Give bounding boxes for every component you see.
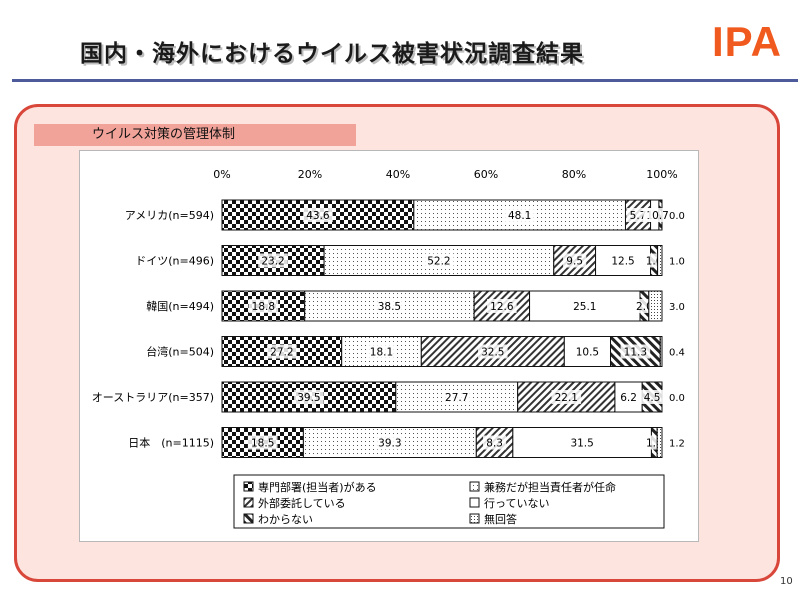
legend-label: 専門部署(担当者)がある [258,480,377,494]
data-label-bg [375,435,405,450]
data-label: 48.1 [508,210,531,222]
data-label: 32.5 [481,347,504,359]
data-label-bg [620,344,651,359]
data-label-bg [441,390,472,404]
data-label: 11.3 [624,347,647,359]
data-label: 0.7 [652,210,669,222]
data-label: 9.5 [566,256,583,268]
bar-segment [648,290,663,322]
slide-title: 国内・海外におけるウイルス被害状況調査結果 [80,41,584,67]
data-label-bg [294,390,324,404]
legend-label: わからない [258,513,313,526]
data-label: 22.1 [555,392,578,404]
data-label-bg [366,344,397,359]
data-label-bg [258,253,288,268]
ipa-logo: IPA [712,18,782,65]
x-tick-label: 20% [298,168,322,181]
data-label: 12.6 [490,301,514,313]
data-label: 4.5 [644,392,661,404]
bar-segment [657,245,663,276]
data-label: 27.2 [270,347,293,359]
data-label-bg [303,208,333,222]
no-answer-value-label: 0.4 [669,348,685,359]
legend-swatch [469,497,480,508]
data-label-bg [563,253,587,268]
data-label: 27.7 [445,392,468,404]
x-tick-label: 60% [474,168,498,181]
data-label: 5.7 [630,210,647,222]
data-label-bg [569,299,600,313]
data-label: 8.3 [486,438,503,450]
no-answer-value-label: 3.0 [669,302,685,313]
data-label: 18.1 [370,347,393,359]
data-label-bg [248,299,279,313]
no-answer-value-label: 0.0 [669,393,685,404]
legend-label: 兼務だが担当責任者が任命 [484,480,616,494]
data-label-bg [247,435,278,450]
data-label: 39.5 [297,392,320,404]
data-label-bg [608,253,638,268]
category-label: 日本 (n=1115) [128,436,214,450]
data-label-bg [267,344,297,359]
no-answer-value-label: 0.0 [669,211,685,222]
data-label-bg [616,390,641,404]
x-tick-label: 100% [646,168,677,181]
data-label: 31.5 [570,438,593,450]
data-label-bg [572,344,603,359]
no-answer-value-label: 1.2 [669,439,685,450]
legend-swatch [243,481,254,492]
data-label-bg [504,208,535,222]
data-label: 18.8 [252,301,275,313]
data-label-bg [551,390,582,404]
no-answer-value-label: 1.0 [669,257,685,268]
title-underline [12,79,798,82]
data-label-bg [478,344,508,359]
data-label: 6.2 [620,392,637,404]
bar-segment [420,336,565,367]
legend-label: 行っていない [484,497,549,510]
bar-segment [595,245,652,276]
data-label-bg [482,435,507,450]
section-label: ウイルス対策の管理体制 [34,124,356,146]
x-tick-label: 0% [213,168,230,181]
data-label-bg [374,299,405,313]
legend-swatch [243,497,254,508]
data-label: 18.5 [251,438,274,450]
bar-segment [659,336,663,367]
data-label: 43.6 [306,210,330,222]
legend-label: 無回答 [484,512,517,526]
data-label-bg [567,435,597,450]
data-label: 23.2 [261,256,284,268]
data-label-bg [424,253,454,268]
category-label: 韓国(n=494) [146,300,214,313]
data-label: 25.1 [573,301,596,313]
legend-swatch [243,513,254,524]
data-label: 52.2 [427,256,450,268]
legend-label: 外部委託している [258,496,346,510]
legend-swatch [469,513,480,524]
data-label: 10.5 [576,347,599,359]
bar-segment [656,427,663,458]
data-label-bg [487,299,517,313]
category-label: ドイツ(n=496) [135,255,214,268]
data-label: 39.3 [378,438,401,450]
data-label-bg [640,390,664,404]
category-label: 台湾(n=504) [146,345,214,359]
data-label: 38.5 [378,301,401,313]
category-label: オーストラリア(n=357) [92,391,214,404]
x-tick-label: 80% [562,168,586,181]
x-tick-label: 40% [386,168,410,181]
legend-swatch [469,481,480,492]
page-number: 10 [780,576,793,587]
legend-box [233,474,665,529]
data-label-bg [648,208,673,222]
data-label: 12.5 [611,256,634,268]
category-label: アメリカ(n=594) [125,209,214,222]
